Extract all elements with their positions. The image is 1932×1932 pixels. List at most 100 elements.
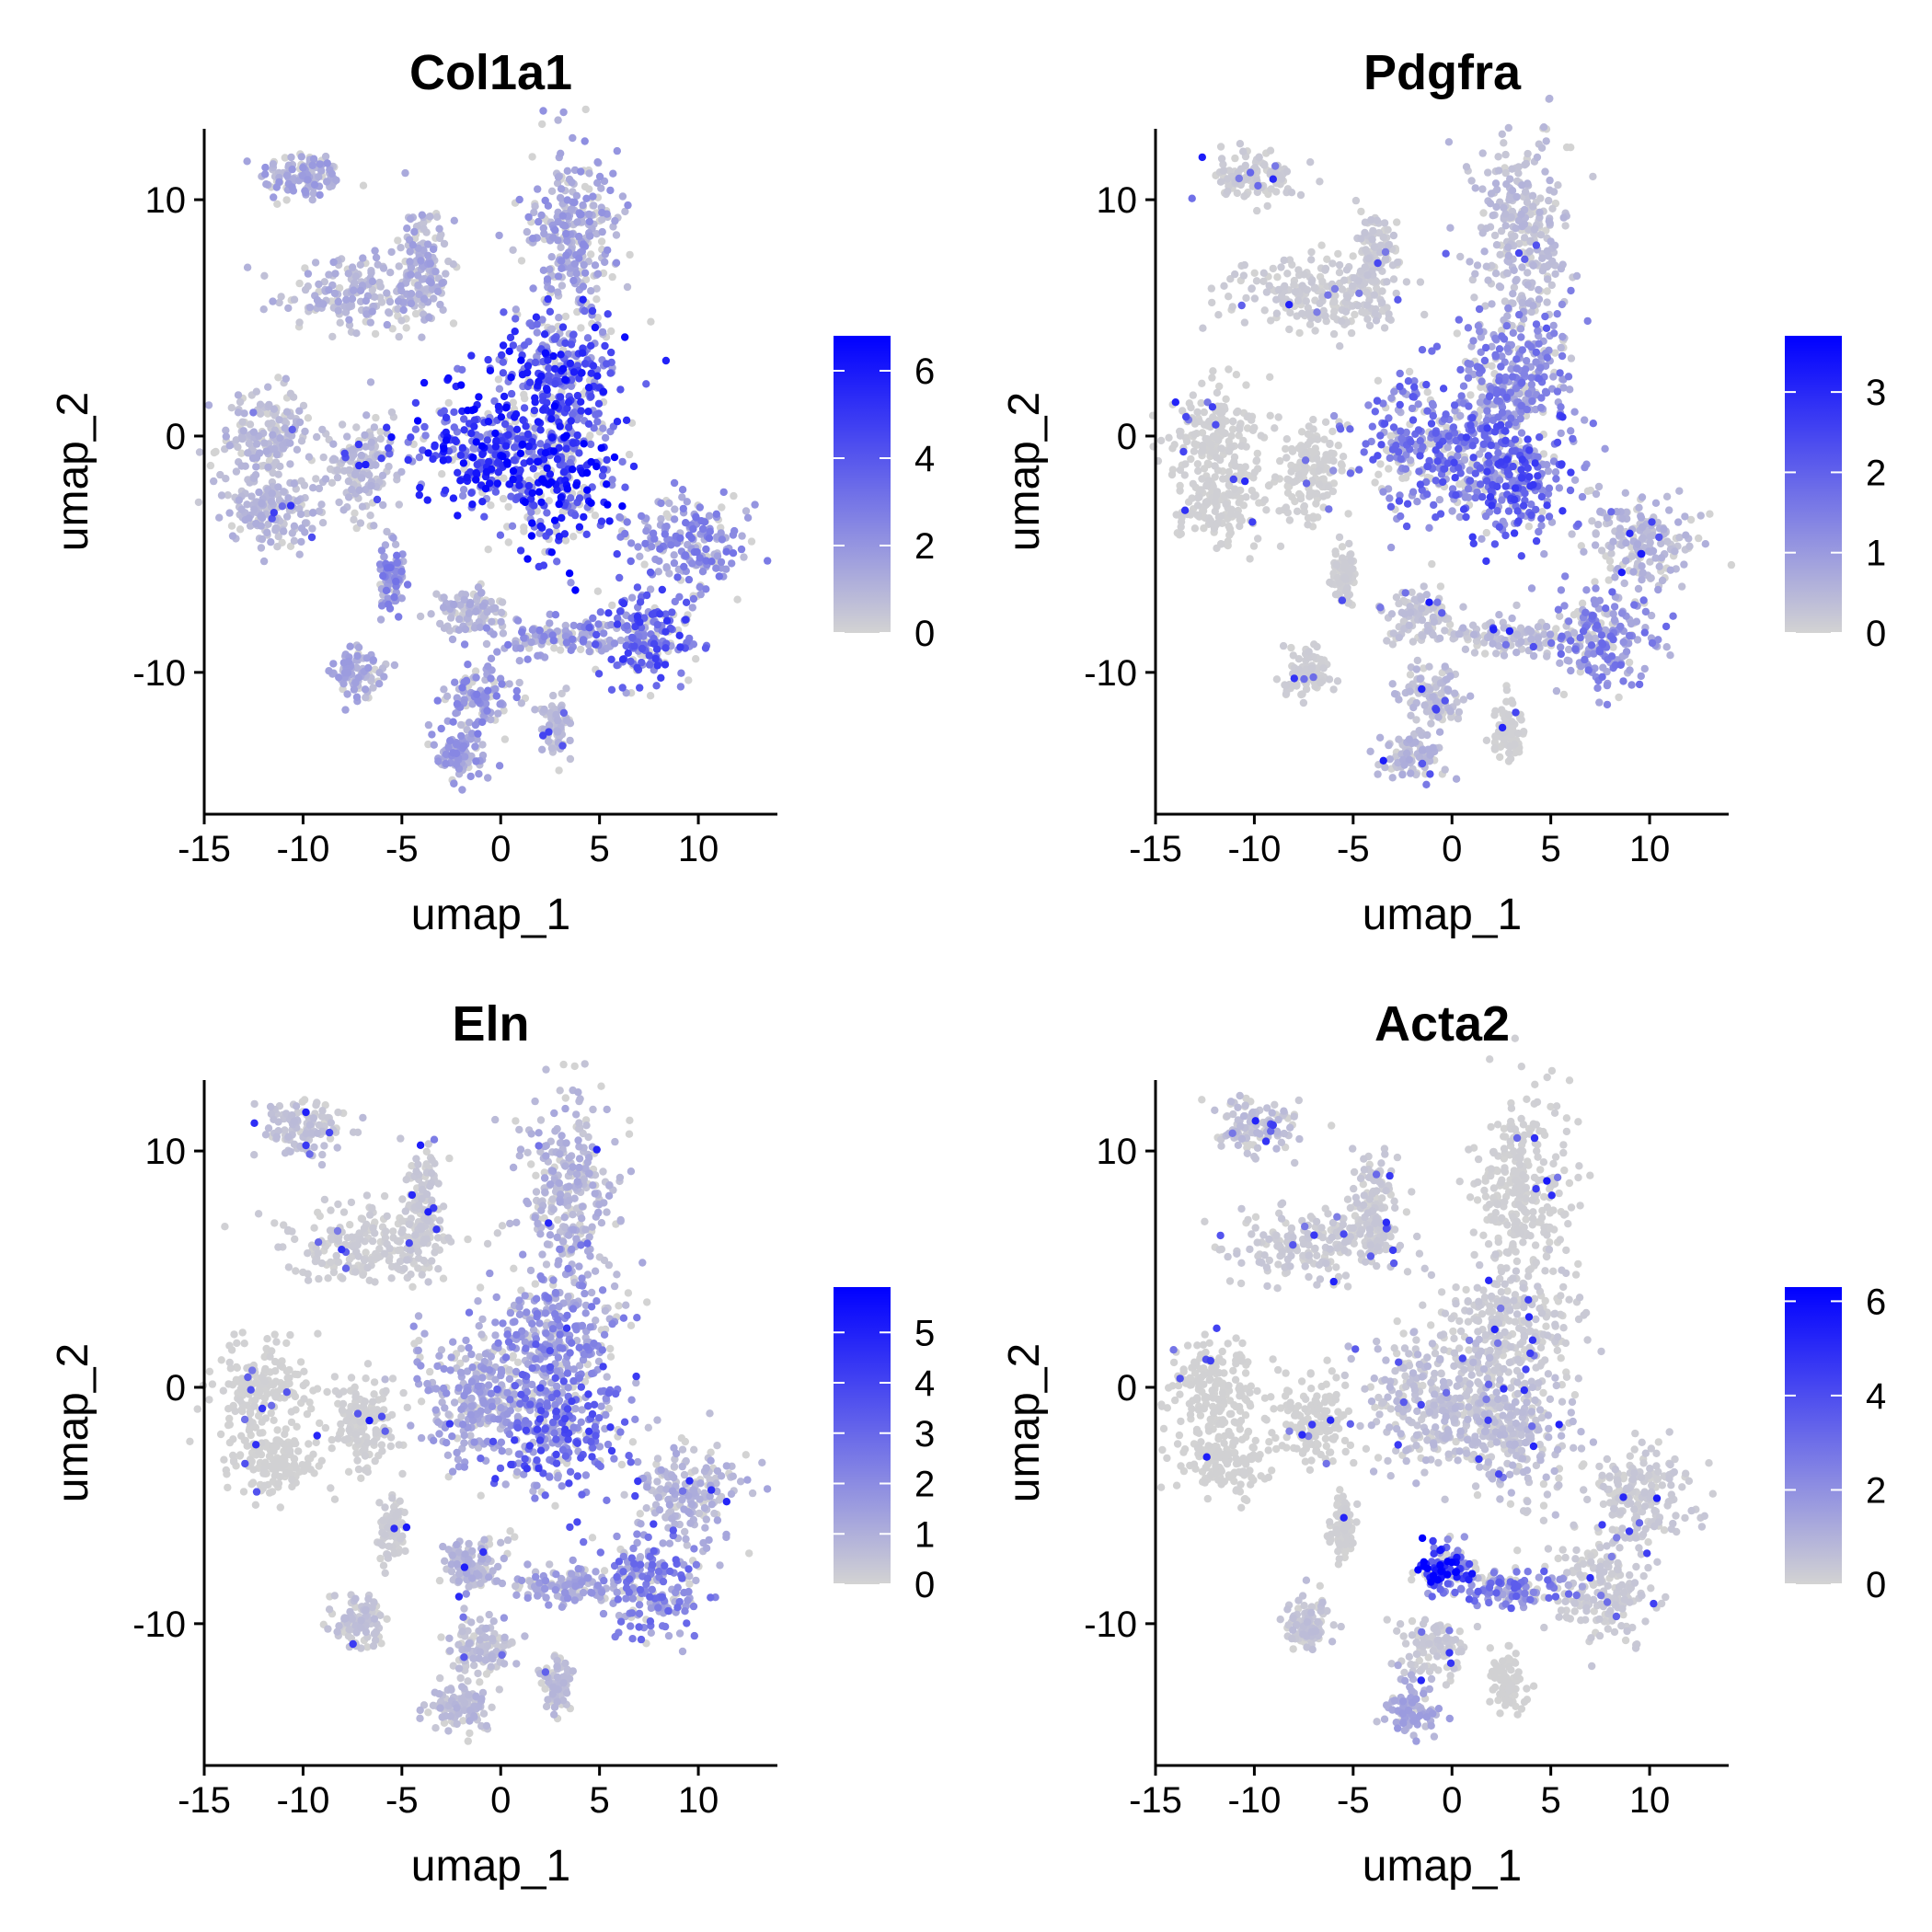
cell-point [1307,663,1317,673]
cell-point [469,454,477,462]
x-tick-label: -15 [178,829,231,869]
cell-point [440,444,448,453]
cell-point [540,330,549,339]
cell-point [484,662,492,671]
cell-point [484,774,492,782]
cell-point [237,462,246,470]
cell-point [502,403,511,411]
cell-point [657,514,665,523]
cell-point [539,561,548,569]
cell-point [515,657,523,665]
cell-point [538,745,546,753]
cell-point [577,210,585,219]
cell-point [491,604,500,613]
cell-point [1331,591,1340,599]
cell-point [567,417,575,425]
cell-point [250,505,259,513]
cell-point [516,546,525,555]
cell-point [718,503,726,512]
cell-point [688,559,696,568]
cell-point [705,512,714,520]
cell-point [1193,408,1202,417]
cell-point [483,707,491,715]
cell-point [541,349,550,357]
cell-point [1392,593,1401,602]
cell-point [1276,542,1285,550]
cell-point [315,507,324,515]
cell-point [1512,601,1521,610]
cell-point [554,288,562,296]
cell-point [215,513,224,522]
cell-point [627,633,637,642]
cell-point [536,522,545,531]
cell-point [1454,715,1463,723]
cell-point [566,754,575,764]
cell-point [1307,256,1316,264]
cell-point [543,275,552,283]
cell-point [577,167,585,176]
cell-point [395,262,403,270]
cell-point [524,481,534,490]
cell-point [269,160,278,168]
cell-point [1199,324,1207,332]
cell-point [534,185,542,193]
cell-point [613,418,622,426]
cell-point [397,568,406,576]
cell-point [309,484,317,492]
cell-point [1236,140,1245,148]
cell-point [309,190,317,198]
cell-point [647,317,655,326]
cell-point [596,608,604,616]
cell-point [297,153,305,161]
cell-point [1384,225,1392,234]
cell-point [531,358,540,367]
cell-point [1225,522,1233,531]
cell-point [394,236,402,245]
cell-point [611,216,619,225]
cell-point [1459,696,1467,704]
cell-point [450,216,458,224]
cell-point [556,422,564,431]
cell-point [646,585,655,593]
cell-point [420,422,429,431]
cell-point [557,243,565,252]
cell-point [722,565,730,573]
cell-point [281,424,289,432]
cell-point [1494,153,1502,161]
cell-point [569,466,577,474]
cell-point [1591,578,1599,586]
cell-point [247,492,256,500]
cell-point [693,547,701,557]
cell-point [451,678,459,686]
cell-point [399,305,408,315]
cell-point [415,490,423,500]
cell-point [1372,316,1381,325]
cell-point [1266,411,1274,420]
cell-point [1332,560,1340,569]
cell-point [1468,621,1478,629]
cell-point [397,244,405,252]
cell-point [1237,442,1246,450]
cell-point [280,488,288,496]
cell-point [315,280,323,289]
cell-point [446,737,454,745]
cell-point [406,247,414,256]
cell-point [1213,388,1222,397]
cell-point [667,541,675,549]
cell-point [601,258,609,267]
cell-point [512,315,520,323]
cell-point [575,232,583,241]
cell-point [478,498,487,506]
cell-point [240,409,248,418]
color-legend-bar [834,336,891,633]
cell-point [1508,718,1516,726]
cell-point [1597,546,1606,555]
cell-point [1190,447,1199,455]
cell-point [1492,650,1501,658]
cell-point [315,173,323,181]
cell-point [1211,462,1219,470]
cell-point [411,398,420,408]
cell-point [1678,582,1686,591]
cell-point [1405,367,1414,376]
